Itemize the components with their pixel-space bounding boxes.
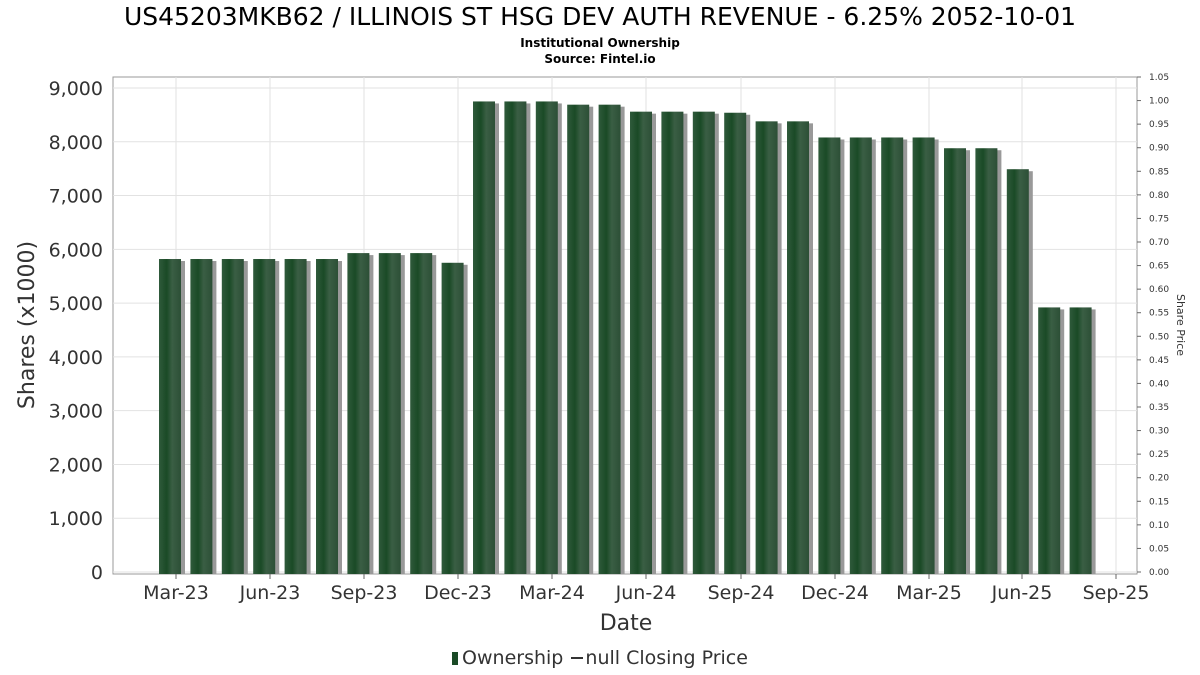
bar bbox=[347, 253, 370, 574]
y2-tick-label: 1.00 bbox=[1149, 97, 1169, 107]
x-tick-label: Mar-24 bbox=[519, 582, 585, 604]
x-tick-label: Mar-23 bbox=[143, 582, 209, 604]
bar bbox=[473, 101, 495, 574]
bar bbox=[535, 101, 558, 574]
y2-tick-label: 0.95 bbox=[1149, 120, 1169, 130]
chart-source: Source: Fintel.io bbox=[544, 52, 656, 66]
y-axis-title: Shares (x1000) bbox=[15, 241, 40, 409]
y2-tick-label: 0.55 bbox=[1149, 309, 1169, 319]
x-tick-label: Jun-23 bbox=[239, 582, 301, 604]
bar bbox=[849, 137, 872, 574]
y2-tick-label: 0.05 bbox=[1149, 544, 1169, 554]
x-tick-label: Jun-24 bbox=[615, 582, 677, 604]
bar bbox=[253, 259, 276, 574]
bar bbox=[190, 259, 213, 574]
x-tick-label: Jun-25 bbox=[991, 582, 1053, 604]
y-tick-label: 8,000 bbox=[49, 132, 103, 154]
bar bbox=[159, 259, 181, 574]
bar bbox=[661, 111, 684, 574]
y2-axis-title: Share Price bbox=[1174, 294, 1187, 356]
y2-tick-label: 0.25 bbox=[1149, 450, 1169, 460]
x-tick-label: Mar-25 bbox=[896, 582, 962, 604]
bar bbox=[881, 137, 904, 574]
y2-tick-label: 0.60 bbox=[1149, 285, 1169, 295]
y2-tick-label: 0.75 bbox=[1149, 214, 1169, 224]
legend-closing-price: null Closing Price bbox=[585, 647, 748, 669]
bar bbox=[504, 101, 527, 574]
bar bbox=[1006, 169, 1029, 574]
x-tick-label: Sep-23 bbox=[331, 582, 398, 604]
y2-tick-label: 1.05 bbox=[1149, 73, 1169, 83]
bar bbox=[284, 259, 307, 574]
y2-tick-label: 0.10 bbox=[1149, 521, 1169, 531]
y2-tick-label: 0.70 bbox=[1149, 238, 1169, 248]
y-tick-label: 1,000 bbox=[49, 508, 103, 530]
bar bbox=[567, 104, 590, 574]
bar bbox=[1038, 307, 1061, 574]
y2-tick-label: 0.00 bbox=[1149, 568, 1169, 578]
y-tick-label: 9,000 bbox=[49, 78, 103, 100]
x-tick-label: Sep-24 bbox=[708, 582, 775, 604]
chart-title: US45203MKB62 / ILLINOIS ST HSG DEV AUTH … bbox=[123, 2, 1077, 31]
legend-line-icon bbox=[571, 657, 584, 659]
y2-tick-label: 0.15 bbox=[1149, 497, 1169, 507]
x-axis-title: Date bbox=[600, 611, 653, 636]
x-tick-label: Dec-23 bbox=[424, 582, 492, 604]
y-tick-label: 5,000 bbox=[49, 293, 103, 315]
y2-tick-label: 0.80 bbox=[1149, 191, 1169, 201]
y-tick-label: 0 bbox=[91, 562, 103, 584]
chart-subtitle: Institutional Ownership bbox=[520, 36, 680, 50]
bar bbox=[912, 137, 935, 574]
bar bbox=[630, 111, 652, 574]
y-tick-label: 4,000 bbox=[49, 347, 103, 369]
bar bbox=[316, 259, 338, 574]
y2-tick-label: 0.45 bbox=[1149, 356, 1169, 366]
y-tick-label: 3,000 bbox=[49, 401, 103, 423]
y2-tick-label: 0.40 bbox=[1149, 379, 1169, 389]
bar bbox=[692, 111, 715, 574]
legend-swatch-ownership bbox=[452, 652, 459, 665]
y2-tick-label: 0.50 bbox=[1149, 332, 1169, 342]
bar bbox=[378, 253, 401, 574]
y2-tick-label: 0.65 bbox=[1149, 262, 1169, 272]
bar bbox=[944, 148, 966, 574]
bar bbox=[221, 259, 244, 574]
y2-tick-label: 0.85 bbox=[1149, 167, 1169, 177]
bar bbox=[755, 121, 778, 574]
x-tick-label: Sep-25 bbox=[1083, 582, 1150, 604]
bar bbox=[724, 112, 747, 574]
x-tick-label: Dec-24 bbox=[801, 582, 869, 604]
bar bbox=[598, 104, 621, 574]
legend-ownership: Ownership bbox=[462, 647, 564, 669]
y2-tick-label: 0.20 bbox=[1149, 474, 1169, 484]
y2-tick-label: 0.30 bbox=[1149, 427, 1169, 437]
bar bbox=[1069, 307, 1092, 574]
bar bbox=[818, 137, 841, 574]
legend: Ownership null Closing Price bbox=[0, 647, 1200, 669]
bar bbox=[441, 262, 464, 574]
y-tick-label: 6,000 bbox=[49, 239, 103, 261]
y2-tick-label: 0.90 bbox=[1149, 144, 1169, 154]
y-tick-label: 7,000 bbox=[49, 186, 103, 208]
bar bbox=[410, 253, 433, 574]
bar bbox=[787, 121, 809, 574]
bar bbox=[975, 148, 998, 574]
y-tick-label: 2,000 bbox=[49, 454, 103, 476]
y2-tick-label: 0.35 bbox=[1149, 403, 1169, 413]
